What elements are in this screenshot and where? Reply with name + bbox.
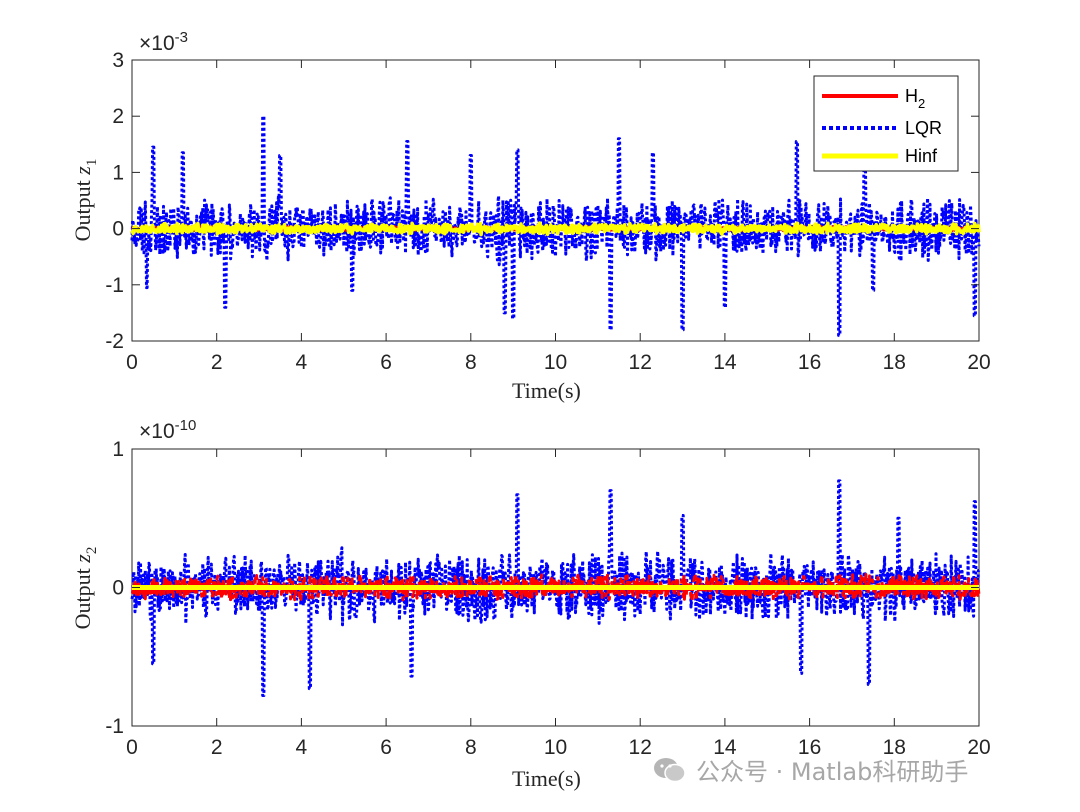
legend-label-lqr: LQR — [905, 118, 942, 138]
x-tick-label: 2 — [211, 736, 223, 759]
x-tick-label: 8 — [465, 351, 477, 374]
y-axis-label-top: Output z1 — [70, 159, 100, 242]
axes-top-series — [130, 114, 981, 337]
watermark: 公众号 · Matlab科研助手 — [652, 752, 968, 787]
axes-bottom: 0 2 4 6 8 10 12 14 16 18 20-101 ×10-10 Time(s) Out… — [70, 417, 991, 791]
x-tick-label: 16 — [798, 351, 821, 374]
y-tick-label: 0 — [112, 218, 124, 241]
x-tick-label: 14 — [713, 736, 737, 759]
x-tick-label: 18 — [883, 736, 906, 759]
y-tick-label: 0 — [112, 577, 124, 600]
x-tick-label: 6 — [380, 351, 392, 374]
y-axis-label-bottom: Output z2 — [70, 547, 100, 630]
x-tick-label: 4 — [296, 351, 308, 374]
axes-bottom-ticks: 0 2 4 6 8 10 12 14 16 18 20-101 — [105, 438, 990, 759]
axes-bottom-series — [130, 479, 981, 697]
y-tick-label: -2 — [105, 330, 124, 353]
x-tick-label: 14 — [713, 351, 737, 374]
y-tick-label: 3 — [112, 49, 124, 72]
x-tick-label: 20 — [967, 736, 990, 759]
x-axis-label-bottom: Time(s) — [512, 766, 581, 791]
watermark-text: 公众号 · Matlab科研助手 — [696, 758, 969, 786]
x-tick-label: 2 — [211, 351, 223, 374]
x-axis-label-top: Time(s) — [512, 378, 581, 403]
x-tick-label: 10 — [544, 351, 567, 374]
y-tick-label: 1 — [112, 161, 124, 184]
series-hinf-line — [130, 221, 981, 237]
x-tick-label: 4 — [296, 736, 308, 759]
x-tick-label: 12 — [629, 736, 652, 759]
y-scale-label-top: ×10-3 — [139, 29, 188, 55]
x-tick-label: 0 — [126, 736, 138, 759]
x-tick-label: 20 — [967, 351, 990, 374]
x-tick-label: 0 — [126, 351, 138, 374]
y-tick-label: -1 — [105, 274, 124, 297]
y-tick-label: 2 — [112, 105, 124, 128]
x-tick-label: 8 — [465, 736, 477, 759]
legend: H2 LQR Hinf — [813, 75, 959, 172]
y-scale-label-bottom: ×10-10 — [139, 417, 196, 443]
x-tick-label: 16 — [798, 736, 821, 759]
legend-label-hinf: Hinf — [905, 146, 938, 166]
x-tick-label: 10 — [544, 736, 567, 759]
x-tick-label: 6 — [380, 736, 392, 759]
y-tick-label: -1 — [105, 715, 124, 738]
x-tick-label: 12 — [629, 351, 652, 374]
wechat-icon — [654, 757, 686, 782]
x-tick-label: 18 — [883, 351, 906, 374]
y-tick-label: 1 — [112, 438, 124, 461]
